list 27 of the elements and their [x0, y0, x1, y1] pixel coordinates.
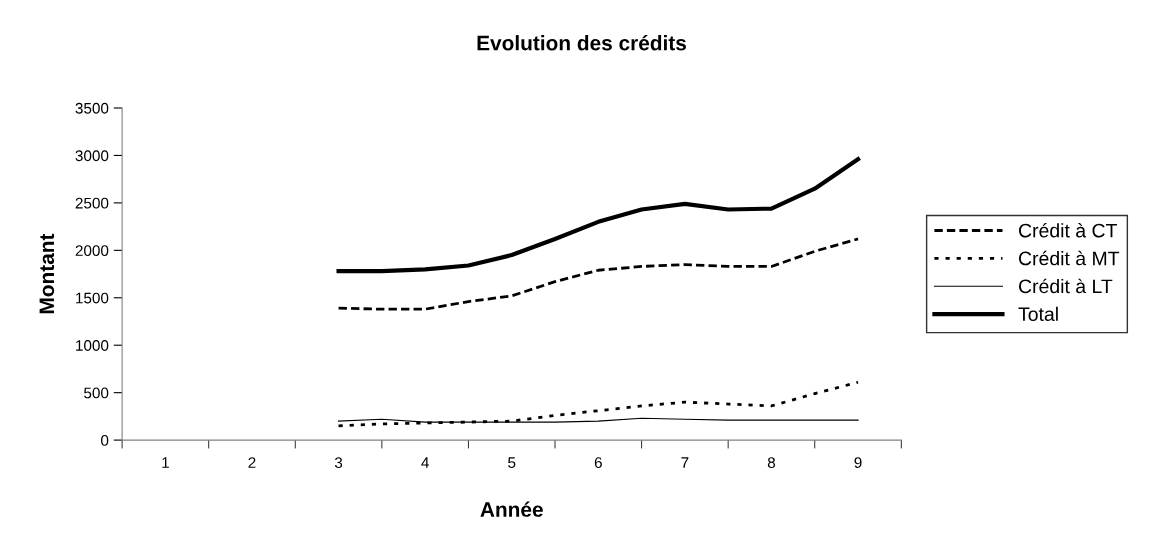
y-tick-label: 0 [101, 434, 109, 446]
x-tick-label: 3 [334, 457, 343, 468]
x-axis-title: Année [480, 501, 543, 517]
y-tick-label: 500 [84, 387, 109, 399]
line-series [336, 157, 861, 274]
legend-label: Total [1018, 306, 1058, 322]
y-tick-label: 1500 [76, 292, 109, 304]
x-tick-label: 8 [767, 457, 776, 468]
y-tick-label: 2500 [75, 197, 109, 209]
y-tick-label: 1000 [76, 340, 109, 351]
y-tick-label: 3000 [75, 150, 109, 162]
y-tick-label: 3500 [75, 102, 109, 114]
legend-label: Crédit à MT [1019, 250, 1120, 266]
legend-label: Crédit à CT [1019, 222, 1117, 238]
x-tick-label: 1 [162, 457, 169, 468]
y-axis-title: Montant [39, 233, 55, 314]
x-tick-label: 5 [508, 457, 516, 468]
y-tick-label: 2000 [75, 245, 109, 257]
x-tick-label: 6 [594, 457, 602, 468]
line-series [337, 237, 860, 311]
legend-label: Crédit à LT [1019, 278, 1113, 294]
line-series [337, 380, 860, 428]
x-tick-label: 9 [854, 457, 862, 468]
x-tick-label: 2 [248, 457, 256, 468]
x-tick-label: 4 [421, 457, 429, 468]
x-tick-label: 7 [681, 457, 689, 468]
chart-title: Evolution des crédits [477, 34, 686, 51]
